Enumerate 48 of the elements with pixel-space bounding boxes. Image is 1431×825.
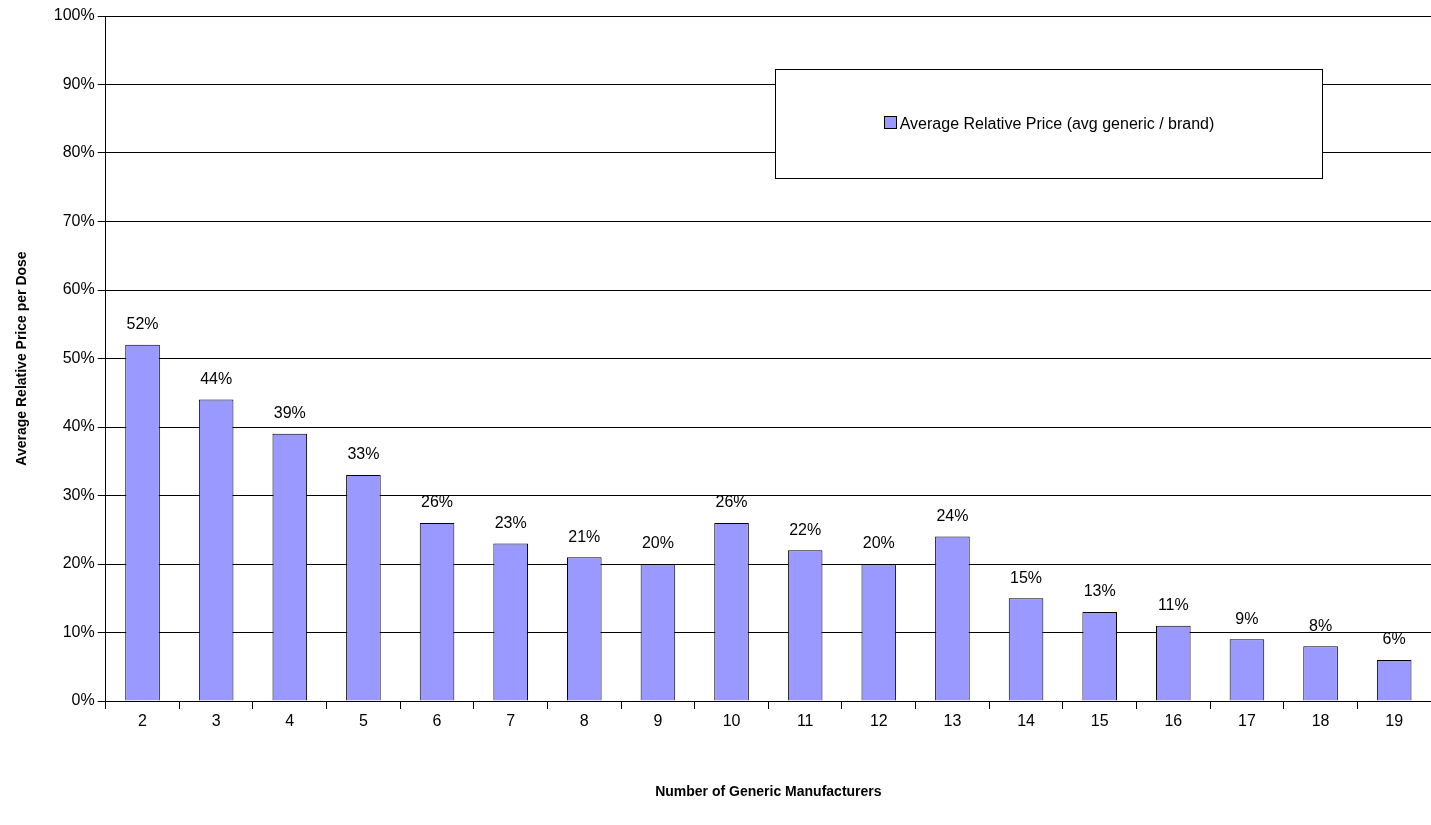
x-tick-label: 16	[1164, 712, 1183, 730]
text: 20%	[641, 534, 674, 552]
text: 8%	[1309, 616, 1333, 634]
x-tick-label: 15	[1090, 712, 1109, 730]
y-tick-label: 20%	[62, 554, 95, 572]
x-tick-label: 8	[579, 712, 589, 730]
y-axis-title: Average Relative Price per Dose	[13, 251, 30, 466]
y-tick-label: 0%	[71, 691, 95, 709]
y-tick-label: 40%	[62, 417, 95, 435]
text: 33%	[347, 445, 380, 463]
x-tick-label: 7	[506, 712, 516, 730]
y-tick-label: 80%	[62, 143, 95, 161]
legend-label: Average Relative Price (avg generic / brand)	[898, 115, 1215, 133]
text: 20%	[862, 534, 895, 552]
text: 15%	[1010, 568, 1043, 586]
x-axis-title: Number of Generic Manufacturers	[655, 783, 882, 800]
text: 39%	[273, 404, 306, 422]
y-tick-label: 100%	[53, 6, 95, 24]
x-tick-label: 2	[138, 712, 148, 730]
x-tick-label: 5	[358, 712, 368, 730]
text: 24%	[936, 507, 969, 525]
y-tick-label: 50%	[62, 348, 95, 366]
x-tick-label: 11	[796, 712, 814, 730]
x-tick-label: 19	[1385, 712, 1404, 730]
x-tick-label: 18	[1311, 712, 1330, 730]
x-tick-label: 6	[432, 712, 442, 730]
y-tick-label: 10%	[62, 622, 95, 640]
text: 52%	[126, 315, 159, 333]
text: 22%	[789, 520, 822, 538]
x-tick-label: 14	[1017, 712, 1036, 730]
y-tick-label: 70%	[62, 211, 95, 229]
x-tick-label: 12	[869, 712, 888, 730]
x-tick-label: 17	[1238, 712, 1256, 730]
text: 11%	[1157, 596, 1189, 614]
text: 23%	[494, 513, 527, 531]
text: 44%	[200, 370, 233, 388]
text: 21%	[568, 527, 601, 545]
legend-box: Average Relative Price (avg generic / brand)	[775, 69, 1323, 179]
x-tick-label: 13	[943, 712, 962, 730]
y-tick-label: 90%	[62, 74, 95, 92]
x-tick-label: 4	[285, 712, 295, 730]
y-tick-label: 30%	[62, 485, 95, 503]
text: 9%	[1235, 609, 1259, 627]
x-tick-label: 10	[722, 712, 741, 730]
x-tick-label: 9	[653, 712, 663, 730]
y-tick-label: 60%	[62, 280, 95, 298]
text: 13%	[1083, 582, 1116, 600]
x-tick-label: 3	[211, 712, 221, 730]
